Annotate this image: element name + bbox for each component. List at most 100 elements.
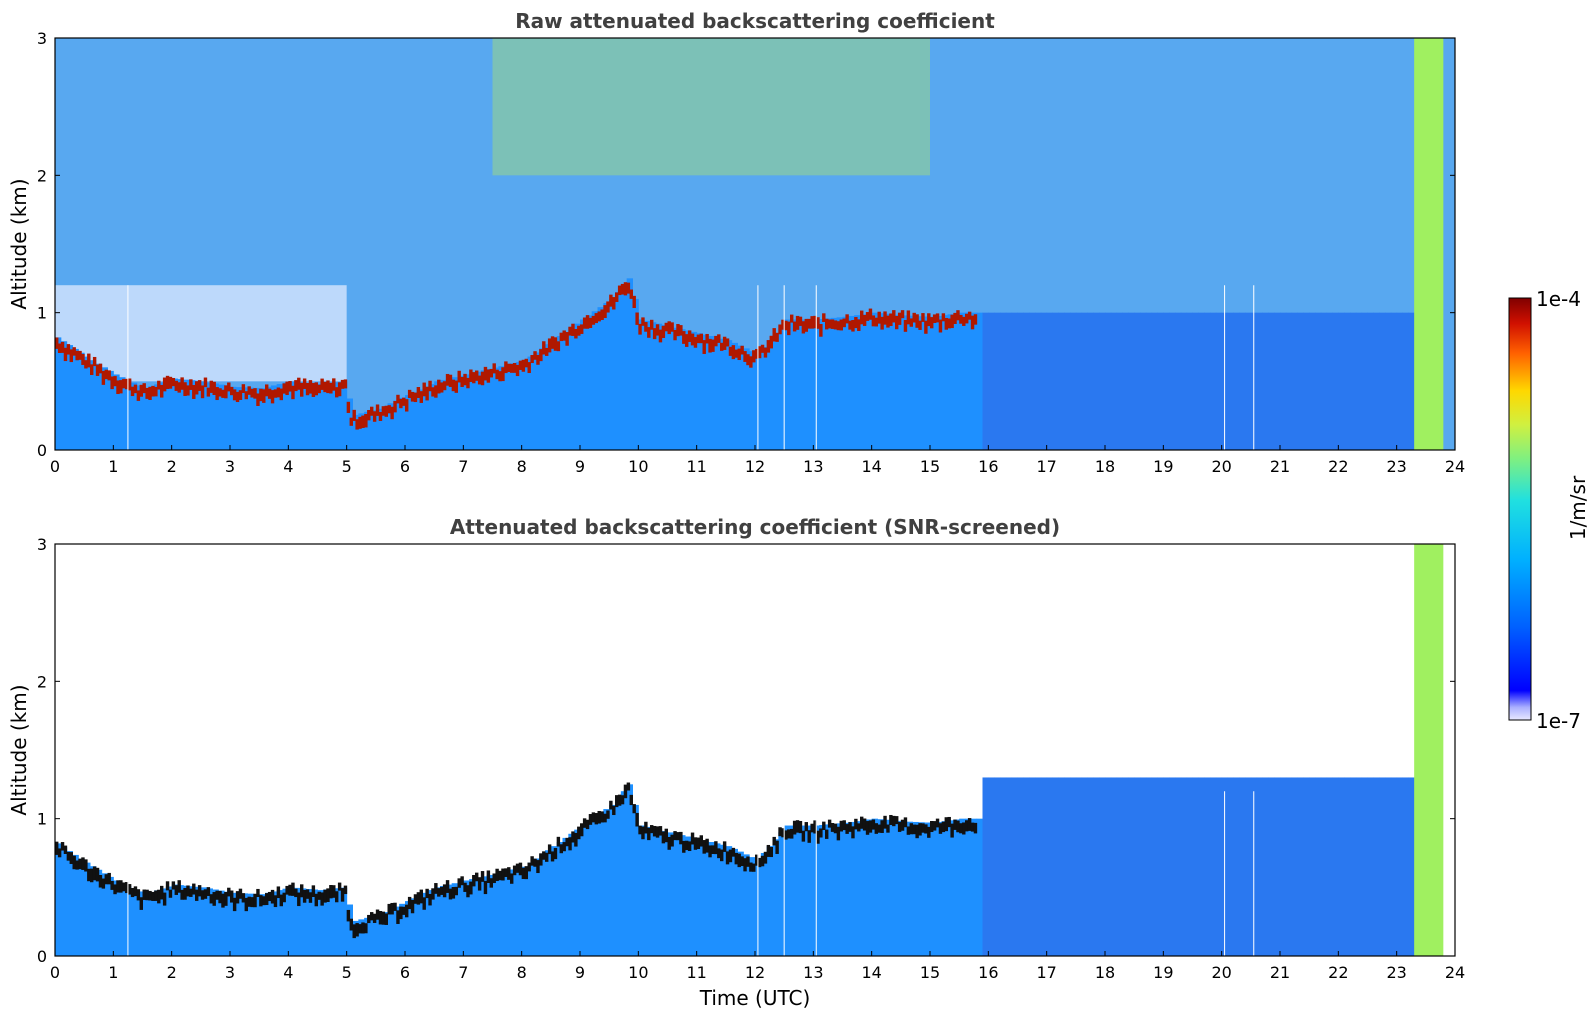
bl-column xyxy=(1134,777,1141,956)
layer-segment xyxy=(810,823,814,833)
layer-segment xyxy=(714,841,718,855)
layer-segment xyxy=(547,338,552,353)
layer-segment xyxy=(416,387,421,398)
layer-segment xyxy=(822,821,826,831)
bl-column xyxy=(416,895,423,956)
layer-segment xyxy=(530,856,534,866)
layer-segment xyxy=(685,334,689,347)
layer-segment xyxy=(445,880,450,893)
bl-column xyxy=(171,884,178,956)
bl-column xyxy=(1332,312,1339,450)
layer-segment xyxy=(57,343,62,353)
layer-segment xyxy=(652,328,657,340)
layer-segment xyxy=(527,862,531,872)
bl-column xyxy=(434,381,441,450)
bl-column xyxy=(1175,312,1182,450)
x-tick-label: 17 xyxy=(1036,963,1056,982)
bl-column xyxy=(1011,777,1018,956)
bl-column xyxy=(276,384,283,450)
layer-segment xyxy=(87,353,91,368)
y-tick-label: 0 xyxy=(37,441,47,460)
bl-column xyxy=(136,891,143,956)
layer-segment xyxy=(941,313,946,322)
x-tick-label: 20 xyxy=(1211,963,1231,982)
layer-segment xyxy=(620,795,625,805)
bl-column xyxy=(603,809,610,956)
x-axis-label: Time (UTC) xyxy=(699,986,811,1010)
layer-segment xyxy=(594,813,598,825)
layer-segment xyxy=(133,384,138,394)
layer-segment xyxy=(588,317,593,328)
bl-column xyxy=(1227,777,1234,956)
bl-column xyxy=(95,869,103,956)
layer-segment xyxy=(302,890,307,903)
layer-segment xyxy=(364,923,368,934)
bl-column xyxy=(1058,777,1065,956)
bl-column xyxy=(340,887,348,956)
bl-column xyxy=(1204,312,1211,450)
bottom-y-axis: 0 1 2 3 xyxy=(37,535,1455,966)
bl-column xyxy=(498,366,505,450)
bl-column xyxy=(982,777,989,956)
layer-segment xyxy=(965,820,969,832)
layer-segment xyxy=(693,337,698,348)
bl-column xyxy=(1064,312,1071,450)
layer-segment xyxy=(597,810,601,824)
layer-segment xyxy=(288,381,292,392)
bl-column xyxy=(1373,777,1380,956)
bl-column xyxy=(906,315,913,450)
layer-segment xyxy=(451,379,456,392)
bl-column xyxy=(883,819,890,956)
bl-column xyxy=(440,885,447,956)
layer-segment xyxy=(962,316,966,326)
bl-column xyxy=(1169,777,1176,956)
bl-column xyxy=(632,804,639,956)
layer-segment xyxy=(635,312,639,325)
bl-column xyxy=(947,314,954,450)
bl-column xyxy=(510,363,517,450)
layer-segment xyxy=(851,826,855,839)
layer-segment xyxy=(393,401,397,413)
layer-segment xyxy=(632,295,636,309)
bl-column xyxy=(475,371,482,450)
bl-column xyxy=(305,888,313,956)
layer-segment xyxy=(521,867,526,880)
bl-column xyxy=(772,839,779,956)
layer-segment xyxy=(209,380,213,393)
bl-column xyxy=(836,317,843,450)
layer-segment xyxy=(798,316,803,326)
bl-column xyxy=(644,826,651,956)
bl-column xyxy=(492,367,499,450)
bl-column xyxy=(1081,777,1088,956)
top-panel-title: Raw attenuated backscattering coefficien… xyxy=(515,9,995,33)
bl-column xyxy=(1396,777,1403,956)
layer-segment xyxy=(886,315,890,328)
layer-segment xyxy=(282,892,286,903)
bl-column xyxy=(480,876,488,956)
x-tick-label: 15 xyxy=(920,457,940,476)
layer-segment xyxy=(935,313,940,323)
bl-column xyxy=(854,315,861,450)
bl-column xyxy=(784,825,791,956)
layer-segment xyxy=(393,902,397,911)
bl-column xyxy=(142,388,149,450)
layer-segment xyxy=(399,398,403,409)
layer-segment xyxy=(784,320,788,331)
bl-column xyxy=(130,888,138,956)
layer-segment xyxy=(457,878,461,888)
bl-column xyxy=(562,331,569,450)
layer-segment xyxy=(247,386,251,395)
layer-segment xyxy=(130,887,135,898)
layer-segment xyxy=(90,868,94,883)
layer-segment xyxy=(110,376,114,390)
bl-column xyxy=(749,351,756,450)
layer-segment xyxy=(807,830,811,843)
bl-column xyxy=(1361,777,1368,956)
bl-column xyxy=(1064,777,1071,956)
layer-segment xyxy=(279,388,283,401)
layer-segment xyxy=(165,881,170,891)
layer-segment xyxy=(545,347,549,356)
bl-column xyxy=(55,843,62,956)
layer-segment xyxy=(305,889,310,899)
layer-segment xyxy=(104,369,108,380)
